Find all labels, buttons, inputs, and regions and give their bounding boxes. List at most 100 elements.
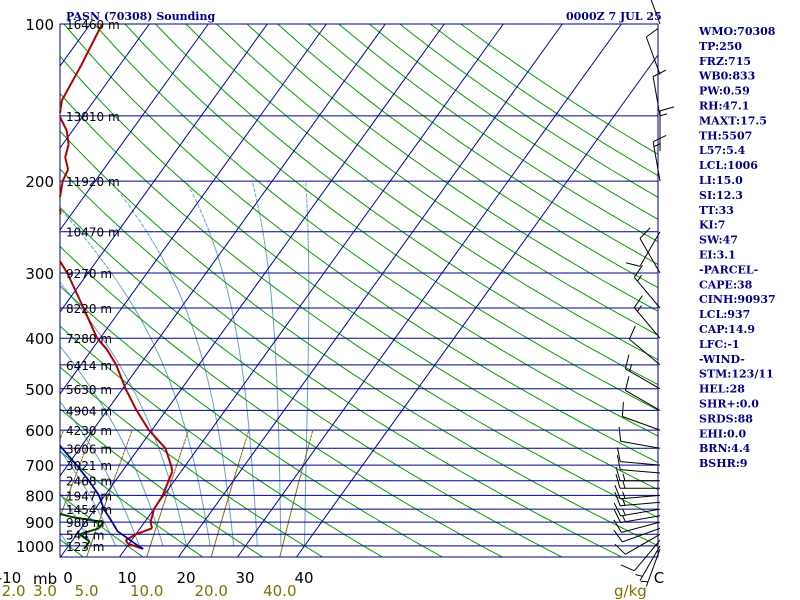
isotherm-line xyxy=(237,23,622,558)
isotherm-line xyxy=(59,23,91,67)
height-label: 13810 m xyxy=(66,110,120,124)
moist-adiabat-line xyxy=(59,207,211,546)
dry-adiabat-line xyxy=(94,23,659,437)
wind-barb-staff xyxy=(633,307,661,339)
wind-barb-staff xyxy=(639,238,661,274)
wind-barb-staff xyxy=(650,0,661,25)
wind-barb-flag xyxy=(613,529,623,543)
wind-barb xyxy=(616,455,661,474)
dry-adiabat-line xyxy=(63,23,659,464)
height-label: 1454 m xyxy=(66,503,112,517)
moist-adiabat-line xyxy=(59,449,117,547)
wind-barb-staff xyxy=(639,545,661,581)
height-label: 3606 m xyxy=(66,442,112,456)
sounding-index: WB0:833 xyxy=(698,70,755,83)
isotherm-line xyxy=(59,23,150,149)
wind-barb xyxy=(650,0,661,25)
mixing-ratio-line xyxy=(210,429,250,558)
mixing-ratio-tick-label: 20.0 xyxy=(194,582,227,600)
wind-barb-flag xyxy=(613,502,622,517)
wind-barb-staff xyxy=(629,338,661,366)
sounding-index: -WIND- xyxy=(699,353,745,366)
sounding-traces xyxy=(59,23,174,550)
wind-barb xyxy=(615,474,660,489)
wind-barb-staff xyxy=(645,36,661,75)
wind-barb-staff xyxy=(625,533,661,555)
wind-barb-staff xyxy=(620,461,661,466)
wind-barb-flag xyxy=(614,485,621,499)
parcel-line xyxy=(59,444,144,550)
sounding-index: CAPE:38 xyxy=(699,278,753,291)
height-label: 16460 m xyxy=(66,18,120,32)
moist-adiabat-line xyxy=(185,180,258,546)
wind-barb-flag xyxy=(614,492,621,506)
wind-barb-half-flag xyxy=(637,305,643,312)
temperature-line xyxy=(59,23,174,550)
dry-adiabat-line xyxy=(368,23,659,220)
height-label: 4230 m xyxy=(66,424,112,438)
wind-barb xyxy=(639,227,661,274)
wind-barb xyxy=(621,401,661,431)
sounding-index: CINH:90937 xyxy=(699,293,776,306)
dry-adiabat-line xyxy=(59,539,84,558)
wind-barb xyxy=(614,485,661,500)
dewpoint-line xyxy=(59,512,105,550)
temperature-tick-label: 40 xyxy=(294,569,313,587)
temperature-tick-label: 10 xyxy=(117,569,136,587)
isotherm-line xyxy=(119,23,504,558)
wind-barb xyxy=(628,325,661,366)
wind-barb-flag xyxy=(618,426,622,442)
wind-barb-flag xyxy=(613,519,622,533)
mixing-ratio-line xyxy=(279,429,314,558)
height-label: 8220 m xyxy=(66,302,112,316)
pressure-tick-label: 400 xyxy=(25,330,54,348)
temperature-tick-label: 20 xyxy=(176,569,195,587)
wind-barb-staff xyxy=(639,231,661,267)
wind-barb xyxy=(624,376,661,411)
wind-barbs xyxy=(613,0,675,587)
temperature-tick-label: 30 xyxy=(235,569,254,587)
height-label: 5630 m xyxy=(66,383,112,397)
wind-barb-flag xyxy=(621,401,624,417)
pressure-tick-label: 800 xyxy=(25,487,54,505)
sounding-index: MAXT:17.5 xyxy=(699,114,767,127)
wind-barb xyxy=(614,533,661,555)
height-label: 123 m xyxy=(66,540,104,554)
mixing-ratio-line xyxy=(146,429,190,558)
wind-barb-staff xyxy=(645,548,661,587)
dry-adiabat-line xyxy=(124,23,659,411)
sounding-index: SHR+:0.0 xyxy=(699,398,759,411)
sounding-index: LCL:937 xyxy=(699,308,750,321)
sounding-time: 0000Z 7 JUL 25 xyxy=(566,10,662,23)
dry-adiabat-line xyxy=(216,23,659,336)
wind-barb xyxy=(633,265,661,309)
mixing-ratio-lines xyxy=(59,429,314,558)
wind-barb-staff xyxy=(625,389,661,411)
height-label: 9270 m xyxy=(66,267,112,281)
dry-adiabat-line xyxy=(185,23,659,361)
wind-barb-staff xyxy=(621,521,661,533)
isotherm-line xyxy=(60,23,445,558)
height-label: 6414 m xyxy=(66,359,112,373)
height-label: 544 m xyxy=(66,528,104,542)
wind-barb xyxy=(615,466,660,482)
wind-barb-flag xyxy=(614,543,626,555)
wind-barb-staff xyxy=(622,527,661,543)
wind-barb-staff xyxy=(633,539,661,572)
temperature-tick-label: -10 xyxy=(0,569,21,587)
sounding-index: SI:12.3 xyxy=(699,189,743,202)
wind-barb-staff xyxy=(622,416,661,431)
sounding-index: TT:33 xyxy=(699,204,734,217)
dry-adiabat-line xyxy=(307,23,659,265)
wind-barb-staff xyxy=(620,494,661,500)
dry-adiabat-line xyxy=(460,23,659,155)
wind-barb xyxy=(635,545,661,581)
wind-barb-flag xyxy=(633,265,643,278)
wind-barb-flag xyxy=(639,227,651,239)
wind-barb xyxy=(613,519,661,533)
dry-adiabat-line xyxy=(59,168,622,558)
wind-barb-half-flag xyxy=(622,491,626,499)
mixing-ratio-tick-label: 5.0 xyxy=(75,582,99,600)
height-label: 2468 m xyxy=(66,475,112,489)
